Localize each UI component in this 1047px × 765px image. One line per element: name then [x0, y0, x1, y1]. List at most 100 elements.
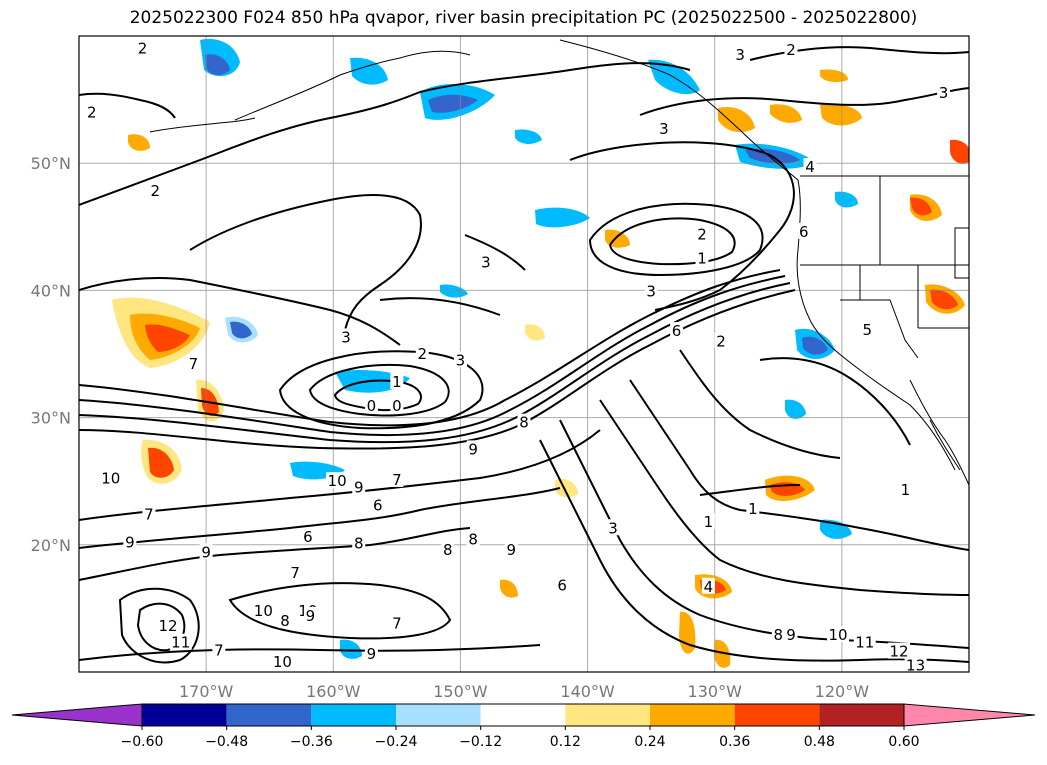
contour-label-bg: [853, 633, 876, 650]
contour-label: 9: [367, 645, 377, 663]
longitude-tick-labels: 170°W 160°W 150°W 140°W 130°W 120°W: [179, 682, 869, 701]
latitude-tick-labels: 50°N 40°N 30°N 20°N: [31, 154, 71, 555]
contour-label-bg: [278, 612, 292, 629]
colorbar-extend-min: [11, 703, 143, 727]
contour-label: 4: [704, 578, 714, 596]
lat-tick-label: 40°N: [31, 281, 71, 300]
contour-label: 6: [373, 496, 383, 514]
contour-label-bg: [352, 534, 366, 551]
contour-label-bg: [466, 530, 480, 547]
contour-label-bg: [695, 249, 709, 266]
contour-label: 3: [735, 46, 745, 64]
contour-label-bg: [797, 222, 811, 239]
gridlines: [79, 36, 969, 672]
contour-label: 11: [855, 634, 874, 652]
colorbar-tick-label: −0.48: [205, 734, 248, 750]
contour-label: 2: [151, 182, 161, 200]
contour-label-bg: [148, 182, 162, 199]
contour-label-bg: [695, 225, 709, 242]
contour-label-bg: [271, 652, 294, 669]
contour-label-bg: [644, 282, 658, 299]
coastlines: [149, 39, 969, 486]
contour-label: 8: [468, 531, 478, 549]
contour-label-bg: [784, 626, 798, 643]
contour-label-bg: [860, 320, 874, 337]
contour-label: 13: [906, 657, 925, 675]
colorbar-segment: [650, 704, 735, 726]
contour-label: 6: [672, 322, 682, 340]
contour-label: 5: [863, 321, 873, 339]
contour-label: 10: [101, 470, 120, 488]
contour-label: 3: [481, 253, 491, 271]
map-frame: [78, 35, 970, 673]
contour-label: 2: [716, 332, 726, 350]
colorbar-segment: [226, 704, 312, 726]
contour-label: 0: [392, 397, 402, 415]
contour-label-bg: [466, 440, 480, 457]
contour-label-bg: [364, 397, 378, 414]
contour-label-bg: [504, 540, 518, 557]
lon-tick-label: 140°W: [560, 682, 615, 701]
contour-label-bg: [199, 543, 213, 560]
lon-tick-label: 120°W: [815, 682, 870, 701]
lon-tick-label: 130°W: [688, 682, 743, 701]
contour-label-bg: [252, 601, 275, 618]
lon-tick-label: 150°W: [433, 682, 488, 701]
contour-lines: [79, 46, 969, 664]
contour-label: 8: [519, 414, 529, 432]
contour-label-bg: [701, 577, 715, 594]
contour-label-bg: [99, 469, 122, 486]
contour-label-bg: [517, 413, 531, 430]
contour-label-bg: [415, 345, 429, 361]
contour-label: 3: [341, 328, 351, 346]
contour-label: 3: [608, 519, 618, 537]
contour-label-bg: [303, 607, 317, 624]
contour-label-bg: [771, 626, 785, 643]
contour-label: 7: [392, 615, 402, 633]
contour-label: 1: [901, 481, 911, 499]
contour-label: 4: [805, 158, 815, 176]
contour-label-bg: [606, 519, 620, 536]
contour-label-bg: [746, 500, 760, 517]
contour-label-bg: [390, 614, 404, 631]
colorbar-segment: [480, 704, 566, 726]
contour-label-bg: [212, 641, 226, 658]
contour-label: 6: [557, 577, 567, 595]
colorbar-tick-label: 0.24: [634, 734, 665, 750]
contour-label: 9: [507, 541, 517, 559]
contour-label-bg: [364, 645, 378, 662]
contour-label-bg: [390, 372, 404, 389]
colorbar-extend-max: [903, 703, 1036, 727]
contour-label: 3: [646, 283, 656, 301]
contour-label-bg: [169, 633, 192, 650]
contour-label: 3: [939, 84, 949, 102]
contour-label-bg: [937, 84, 951, 101]
colorbar-tick-label: 0.48: [804, 734, 835, 750]
contour-label: 1: [704, 513, 714, 531]
colorbar-segment: [396, 704, 481, 726]
contour-label: 8: [354, 535, 364, 553]
contour-label: 2: [87, 103, 97, 121]
contour-label-bg: [657, 119, 671, 136]
contour-label: 0: [367, 397, 377, 415]
colorbar-frame: [141, 703, 905, 727]
contour-label-bg: [123, 533, 137, 550]
colorbar-tick-label: 0.60: [888, 734, 919, 750]
contour-label: 10: [254, 602, 273, 620]
colorbar-tick-label: −0.36: [290, 734, 333, 750]
contour-label-bg: [326, 472, 349, 489]
lat-tick-label: 20°N: [31, 536, 71, 555]
contour-label-bg: [904, 656, 927, 672]
contour-label: 9: [468, 440, 478, 458]
contour-label-bg: [898, 481, 912, 498]
contour-label-bg: [371, 496, 385, 513]
colorbar-segment: [142, 704, 227, 726]
contour-label-bg: [157, 617, 179, 634]
contour-label-bg: [453, 351, 467, 368]
shaded-anomalies: [112, 38, 969, 668]
contour-label: 2: [786, 41, 796, 59]
contour-label: 10: [273, 653, 292, 671]
